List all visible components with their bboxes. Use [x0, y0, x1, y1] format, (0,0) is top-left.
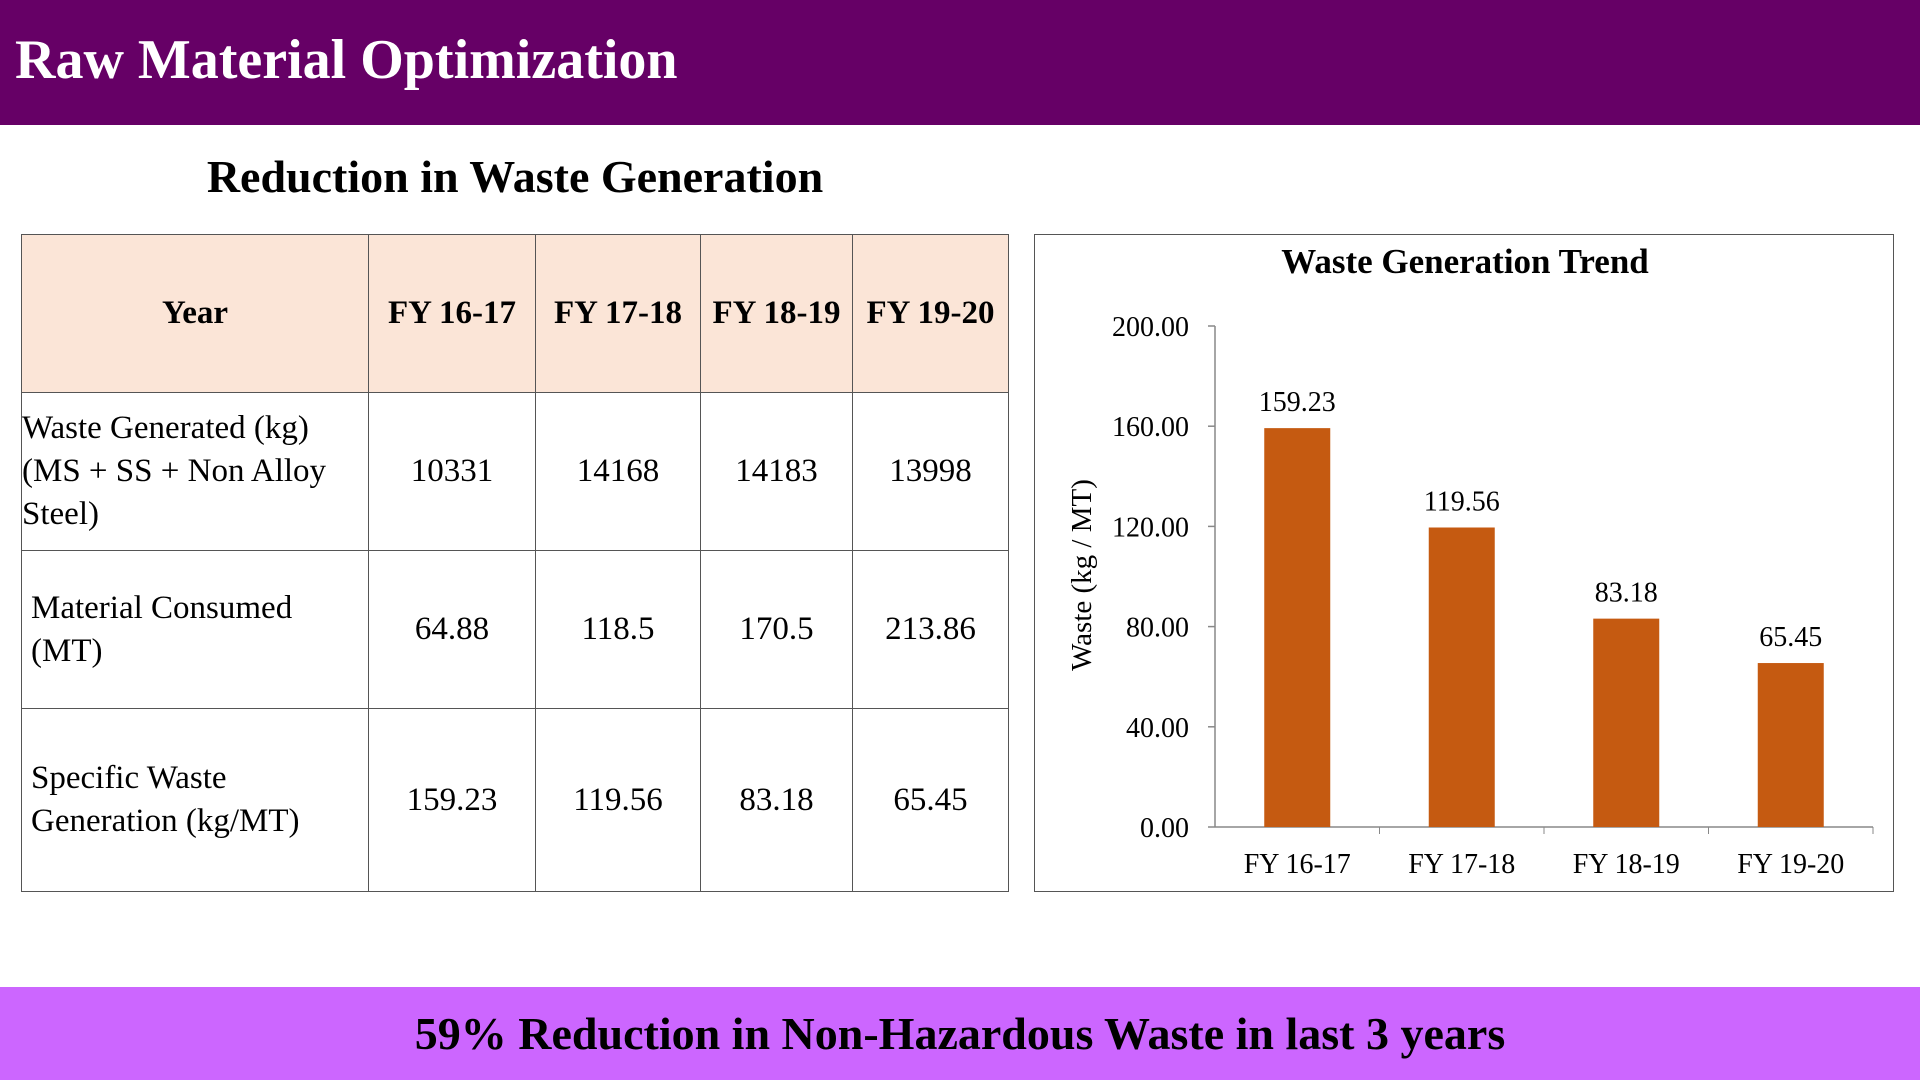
data-label: 65.45	[1759, 622, 1822, 653]
row-label-line: Material Consumed	[31, 589, 293, 626]
y-tick-label: 120.00	[1112, 512, 1189, 543]
row-label-line: (MS + SS + Non Alloy	[22, 453, 327, 489]
chart-title: Waste Generation Trend	[1281, 242, 1649, 281]
footer-text: 59% Reduction in Non-Hazardous Waste in …	[414, 1008, 1506, 1059]
table-cell: 118.5	[535, 550, 701, 709]
footer-banner: 59% Reduction in Non-Hazardous Waste in …	[0, 987, 1920, 1080]
table-cell: 14183	[700, 392, 853, 551]
table-cell: 10331	[368, 392, 536, 551]
table-cell: 159.23	[368, 708, 536, 892]
table-header-cell: FY 17-18	[535, 234, 701, 393]
data-label: 83.18	[1595, 578, 1658, 609]
row-label-line: Steel)	[22, 496, 99, 532]
bar-chart: Waste Generation Trend Waste (kg / MT) 0…	[1066, 242, 1874, 880]
section-title: Reduction in Waste Generation	[206, 151, 824, 202]
x-tick-label: FY 18-19	[1573, 849, 1680, 880]
table-header-cell: FY 16-17	[368, 234, 536, 393]
row-label-specific-waste: Specific Waste Generation (kg/MT)	[21, 708, 369, 892]
chart-panel: Waste Generation Trend Waste (kg / MT) 0…	[1034, 234, 1894, 892]
table-cell: 13998	[852, 392, 1009, 551]
row-label-waste-generated: Waste Generated (kg) (MS + SS + Non Allo…	[21, 392, 369, 551]
x-tick-label: FY 19-20	[1737, 849, 1844, 880]
row-label-line: Generation (kg/MT)	[31, 803, 300, 839]
table-cell: 64.88	[368, 550, 536, 709]
bar	[1428, 527, 1495, 827]
table-header-cell: FY 19-20	[852, 234, 1009, 393]
table-row: Waste Generated (kg) (MS + SS + Non Allo…	[21, 392, 1009, 551]
y-tick-label: 40.00	[1126, 713, 1189, 744]
waste-data-table: Year FY 16-17 FY 17-18 FY 18-19 FY 19-20…	[21, 234, 1009, 892]
y-tick-label: 0.00	[1140, 813, 1189, 844]
chart-plot-area: 0.00 40.00 80.00 120.00 160.00 200.00 159.23 FY…	[1112, 312, 1874, 880]
header-bar: Raw Material Optimization	[0, 0, 1920, 125]
row-label-material-consumed: Material Consumed (MT)	[21, 550, 369, 709]
bar	[1757, 663, 1824, 827]
table-cell: 170.5	[700, 550, 853, 709]
table-header-row: Year FY 16-17 FY 17-18 FY 18-19 FY 19-20	[21, 234, 1009, 393]
table-header-cell: FY 18-19	[700, 234, 853, 393]
table-cell: 213.86	[852, 550, 1009, 709]
row-label-line: Specific Waste	[31, 760, 227, 796]
table-cell: 65.45	[852, 708, 1009, 892]
table-cell: 14168	[535, 392, 701, 551]
data-label: 159.23	[1259, 387, 1336, 418]
table-cell: 83.18	[700, 708, 853, 892]
table-row: Specific Waste Generation (kg/MT) 159.23…	[21, 708, 1009, 892]
y-tick-label: 80.00	[1126, 613, 1189, 644]
row-label-line: Waste Generated (kg)	[22, 410, 309, 446]
table-cell: 119.56	[535, 708, 701, 892]
bar	[1593, 618, 1660, 827]
table-row: Material Consumed (MT) 64.88 118.5 170.5…	[21, 550, 1009, 709]
y-axis-label: Waste (kg / MT)	[1066, 479, 1098, 671]
table-header-year: Year	[21, 234, 369, 393]
page-title: Raw Material Optimization	[15, 29, 678, 91]
bar	[1264, 428, 1331, 827]
data-label: 119.56	[1424, 487, 1500, 518]
y-tick-label: 200.00	[1112, 312, 1189, 343]
x-tick-label: FY 16-17	[1244, 849, 1351, 880]
row-label-line: (MT)	[31, 632, 103, 669]
x-tick-label: FY 17-18	[1408, 849, 1515, 880]
y-tick-label: 160.00	[1112, 412, 1189, 443]
